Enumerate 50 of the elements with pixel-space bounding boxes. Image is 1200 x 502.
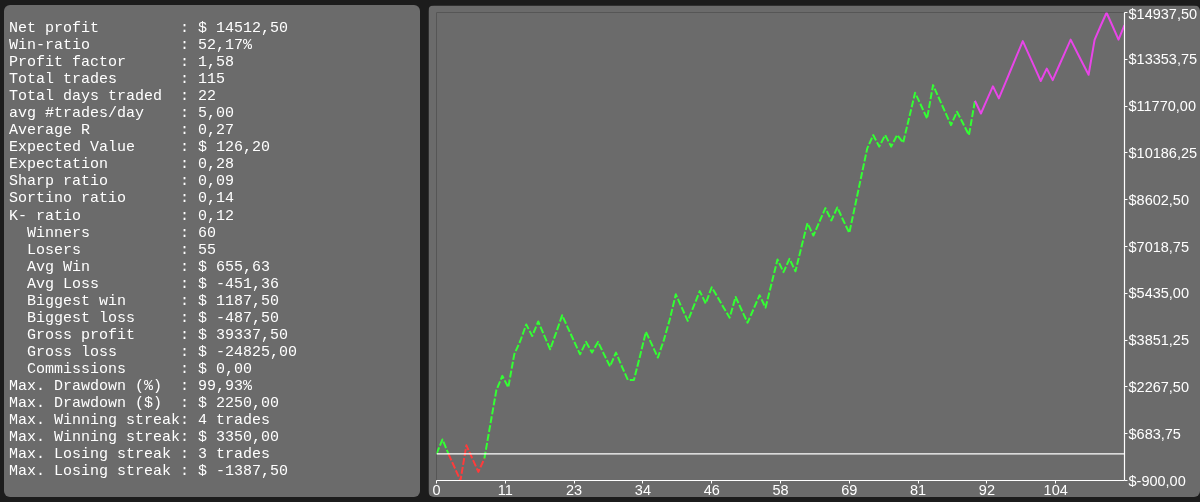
- text: K- ratio : 0,12: [9, 207, 236, 225]
- text: Winners : 60: [26, 224, 218, 242]
- text: Gross loss : $ -24825,00: [26, 343, 299, 361]
- text: Avg Loss : $ -451,36: [26, 275, 281, 293]
- y-tick-label: $5435,00: [1128, 285, 1189, 302]
- text: Average R : 0,27: [9, 122, 236, 140]
- text: Sharp ratio : 0,09: [9, 173, 236, 191]
- text: Commissions : $ 0,00: [26, 360, 254, 378]
- text: Avg Win : $ 655,63: [26, 258, 272, 276]
- x-tick-label: 104: [1043, 481, 1068, 498]
- x-tick-label: 23: [566, 481, 583, 498]
- y-tick-label: $10186,25: [1128, 144, 1198, 161]
- text: Sortino ratio : 0,14: [9, 190, 236, 208]
- x-tick-label: 81: [910, 481, 927, 498]
- x-tick-label: 58: [772, 481, 789, 498]
- x-tick-label: 46: [703, 481, 720, 498]
- text: Net profit : $ 14512,50: [9, 20, 290, 38]
- y-tick-label: $-900,00: [1128, 472, 1186, 489]
- text: Max. Losing streak : 3 trades: [9, 446, 272, 464]
- text: Total days traded : 22: [9, 88, 218, 106]
- line-series: [973, 12, 1125, 115]
- text: Max. Losing streak : $ -1387,50: [9, 463, 290, 481]
- y-tick-label: $13353,75: [1128, 51, 1198, 68]
- y-tick-label: $8602,50: [1128, 191, 1189, 208]
- x-tick-label: 92: [978, 481, 995, 498]
- y-tick-label: $683,75: [1128, 425, 1181, 442]
- x-tick-label: 69: [841, 481, 858, 498]
- text: Expectation : 0,28: [9, 156, 236, 174]
- text: Max. Winning streak: $ 3350,00: [9, 429, 281, 447]
- text: Losers : 55: [26, 241, 218, 259]
- x-tick-label: 0: [432, 481, 441, 498]
- text: Total trades : 115: [9, 71, 227, 89]
- text: Gross profit : $ 39337,50: [26, 326, 290, 344]
- y-tick-label: $14937,50: [1128, 5, 1198, 22]
- text: Biggest loss : $ -487,50: [26, 309, 281, 327]
- line-series: [447, 444, 486, 481]
- y-tick-label: $11770,00: [1128, 98, 1196, 115]
- x-tick-label: 11: [497, 481, 513, 498]
- x-tick-label: 34: [634, 481, 651, 498]
- text: Max. Winning streak: 4 trades: [9, 412, 272, 430]
- y-tick-label: $7018,75: [1128, 238, 1189, 255]
- text: Max. Drawdown (%) : 99,93%: [9, 377, 254, 396]
- text: avg #trades/day : 5,00: [9, 105, 236, 123]
- y-tick-label: $2267,50: [1128, 378, 1189, 395]
- text: Win-ratio : 52,17%: [9, 37, 254, 55]
- text: Biggest win : $ 1187,50: [26, 292, 281, 310]
- text: Max. Drawdown ($) : $ 2250,00: [9, 395, 281, 413]
- y-tick-label: $3851,25: [1128, 332, 1189, 349]
- text: Expected Value : $ 126,20: [9, 139, 272, 157]
- text: Profit factor : 1,58: [9, 54, 236, 72]
